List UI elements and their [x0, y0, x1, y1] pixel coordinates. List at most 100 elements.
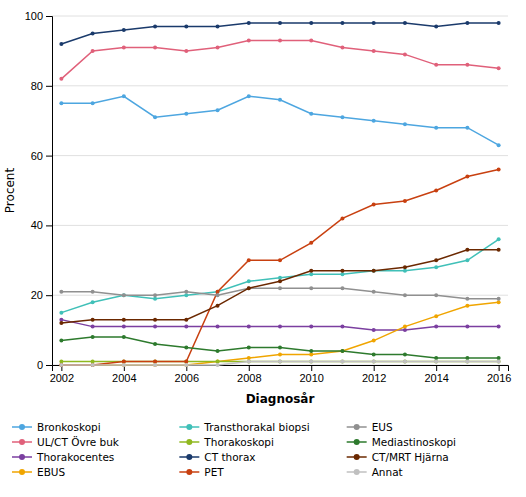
- point: [434, 293, 438, 297]
- tick: 2002: [50, 365, 74, 384]
- series: [59, 318, 500, 332]
- series: [59, 38, 500, 80]
- point: [247, 279, 251, 283]
- point: [309, 272, 313, 276]
- tick-label: 2004: [112, 372, 136, 384]
- point: [216, 24, 220, 28]
- point: [434, 63, 438, 67]
- point: [216, 349, 220, 353]
- point: [278, 353, 282, 357]
- point: [153, 293, 157, 297]
- point: [91, 31, 95, 35]
- point: [340, 325, 344, 329]
- point: [278, 38, 282, 42]
- point: [153, 342, 157, 346]
- series-line: [61, 320, 498, 330]
- series: [59, 168, 500, 367]
- point: [372, 353, 376, 357]
- point: [497, 248, 501, 252]
- point: [278, 286, 282, 290]
- point: [247, 346, 251, 350]
- point: [403, 360, 407, 364]
- tick: 2008: [237, 365, 261, 384]
- series: [59, 21, 500, 46]
- point: [59, 363, 63, 367]
- x-axis: 20022004200620082010201220142016: [50, 365, 512, 384]
- series: [59, 237, 500, 314]
- legend: BronkoskopiUL/CT Övre bukThorakocentesEB…: [12, 421, 456, 478]
- tick-mark: [46, 86, 52, 87]
- tick-label: 2016: [487, 372, 511, 384]
- tick-mark: [249, 365, 250, 371]
- point: [153, 360, 157, 364]
- point: [372, 49, 376, 53]
- point: [59, 363, 63, 367]
- tick-mark: [46, 16, 52, 17]
- legend-marker: [19, 469, 25, 475]
- point: [434, 265, 438, 269]
- legend-item: EUS: [347, 421, 393, 433]
- tick-mark: [311, 365, 312, 371]
- point: [497, 360, 501, 364]
- point: [153, 360, 157, 364]
- point: [153, 363, 157, 367]
- point: [122, 363, 126, 367]
- point: [434, 258, 438, 262]
- legend-marker: [186, 424, 192, 430]
- series-line: [61, 337, 498, 358]
- point: [184, 360, 188, 364]
- point: [153, 325, 157, 329]
- tick: 2010: [299, 365, 323, 384]
- point: [465, 21, 469, 25]
- series-group: [59, 21, 500, 367]
- point: [372, 328, 376, 332]
- point: [122, 335, 126, 339]
- point: [247, 286, 251, 290]
- point: [434, 356, 438, 360]
- point: [340, 349, 344, 353]
- point: [497, 356, 501, 360]
- point: [465, 258, 469, 262]
- point: [309, 286, 313, 290]
- point: [465, 360, 469, 364]
- point: [465, 248, 469, 252]
- series: [59, 300, 500, 367]
- point: [403, 328, 407, 332]
- tick-mark: [436, 365, 437, 371]
- series: [59, 335, 500, 360]
- point: [497, 300, 501, 304]
- tick: 0: [37, 359, 52, 371]
- point: [59, 363, 63, 367]
- series-line: [61, 23, 498, 44]
- point: [216, 45, 220, 49]
- plot-area: 2002200420062008201020122014201602040608…: [3, 10, 511, 406]
- series-line: [61, 40, 498, 78]
- point: [91, 363, 95, 367]
- point: [309, 241, 313, 245]
- point: [153, 318, 157, 322]
- legend-marker: [354, 424, 360, 430]
- point: [309, 360, 313, 364]
- tick-mark: [46, 225, 52, 226]
- point: [340, 216, 344, 220]
- tick: 60: [31, 150, 52, 162]
- point: [216, 360, 220, 364]
- point: [184, 290, 188, 294]
- grid-line: [52, 225, 508, 226]
- point: [465, 297, 469, 301]
- point: [434, 189, 438, 193]
- point: [372, 119, 376, 123]
- point: [340, 360, 344, 364]
- point: [434, 360, 438, 364]
- point: [278, 360, 282, 364]
- point: [340, 272, 344, 276]
- grid-line: [52, 85, 508, 86]
- point: [309, 325, 313, 329]
- point: [216, 290, 220, 294]
- point: [340, 269, 344, 273]
- legend-item: Thorakoskopi: [179, 436, 274, 448]
- tick-label: 0: [37, 359, 43, 371]
- legend-item: Bronkoskopi: [12, 421, 101, 433]
- point: [309, 349, 313, 353]
- point: [497, 360, 501, 364]
